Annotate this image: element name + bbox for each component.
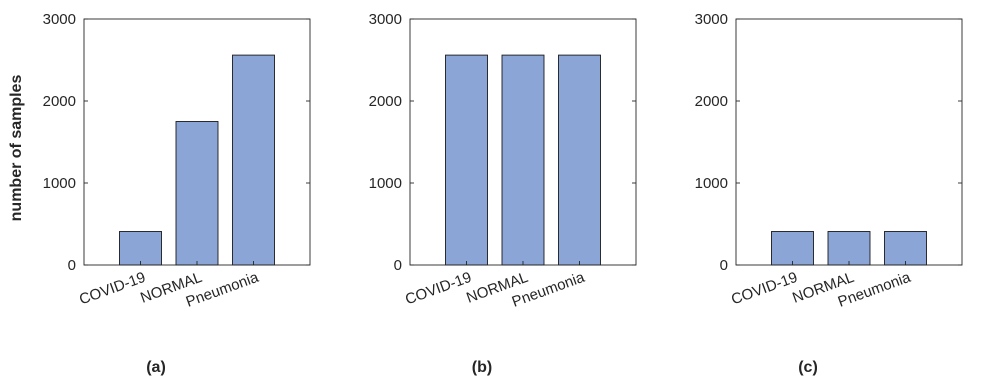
bar-normal bbox=[501, 54, 545, 266]
panel-label: (b) bbox=[472, 359, 492, 376]
y-tick-label: 2000 bbox=[43, 93, 76, 110]
y-tick-label: 1000 bbox=[43, 175, 76, 192]
panel-label: (c) bbox=[798, 359, 818, 376]
bar-covid-19 bbox=[119, 231, 162, 266]
y-tick-label: 0 bbox=[720, 257, 728, 274]
bar-pneumonia bbox=[884, 231, 927, 266]
axes-box bbox=[735, 18, 963, 266]
x-tick-label-covid-19: COVID-19 bbox=[729, 269, 800, 309]
bar-covid-19 bbox=[771, 231, 814, 266]
panel-label: (a) bbox=[146, 359, 166, 376]
bar-normal bbox=[827, 231, 871, 266]
y-tick-label: 0 bbox=[394, 257, 402, 274]
y-tick-label: 0 bbox=[68, 257, 76, 274]
y-tick-label: 2000 bbox=[369, 93, 402, 110]
y-tick-label: 1000 bbox=[369, 175, 402, 192]
panel-a: 0100020003000COVID-19NORMALPneumonianumb… bbox=[8, 11, 311, 376]
bar-pneumonia bbox=[232, 54, 275, 266]
bar-pneumonia bbox=[558, 54, 601, 266]
bar-covid-19 bbox=[445, 54, 488, 266]
y-tick-label: 3000 bbox=[695, 11, 728, 28]
bar-normal bbox=[175, 121, 219, 266]
y-tick-label: 1000 bbox=[695, 175, 728, 192]
x-tick-label-covid-19: COVID-19 bbox=[403, 269, 474, 309]
y-tick-label: 3000 bbox=[43, 11, 76, 28]
x-tick-label-covid-19: COVID-19 bbox=[77, 269, 148, 309]
y-tick-label: 2000 bbox=[695, 93, 728, 110]
y-axis-label: number of samples bbox=[8, 75, 25, 222]
y-tick-label: 3000 bbox=[369, 11, 402, 28]
